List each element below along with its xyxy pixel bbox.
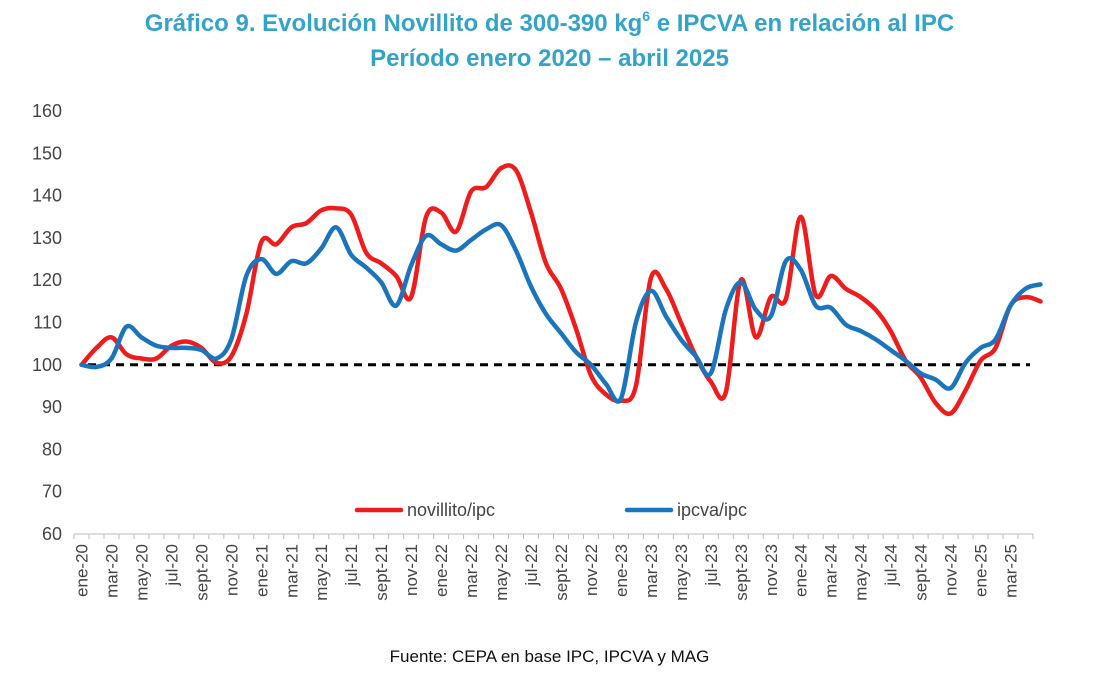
- y-axis: 60 70 80 90 100 110 120 130 140 150 160: [32, 101, 62, 544]
- x-tick-label: ene-23: [612, 544, 631, 597]
- y-tick-label: 120: [32, 270, 62, 290]
- x-tick-label: may-24: [852, 544, 871, 601]
- x-tick-label: sept-22: [552, 544, 571, 601]
- x-axis: ene-20 mar-20 may-20 jul-20 sept-20 nov-20 ene…: [72, 533, 1034, 601]
- x-tick-label: ene-24: [792, 544, 811, 597]
- y-tick-label: 140: [32, 186, 62, 206]
- x-tick-label: ene-20: [72, 544, 91, 597]
- x-tick-label: nov-23: [762, 544, 781, 596]
- series-line-novillito-ipc: [79, 163, 1043, 417]
- x-tick-label: may-22: [492, 544, 511, 601]
- line-chart: 60 70 80 90 100 110 120 130 140 150 160 ene-20 mar-…: [32, 101, 1043, 601]
- x-tick-label: may-20: [132, 544, 151, 601]
- legend-label: novillito/ipc: [407, 500, 495, 520]
- footnote-superscript: 6: [642, 8, 651, 24]
- x-tick-label: nov-24: [942, 544, 961, 596]
- x-tick-label: ene-22: [432, 544, 451, 597]
- x-tick-label: ene-25: [972, 544, 991, 597]
- x-tick-label: nov-21: [402, 544, 421, 596]
- y-tick-label: 100: [32, 355, 62, 375]
- y-tick-label: 60: [42, 524, 62, 544]
- x-tick-label: sept-21: [372, 544, 391, 601]
- x-tick-label: ene-21: [252, 544, 271, 597]
- x-tick-label: sept-23: [732, 544, 751, 601]
- y-tick-label: 90: [42, 397, 62, 417]
- x-tick-label: jul-24: [882, 544, 901, 587]
- x-tick-label: may-23: [672, 544, 691, 601]
- y-tick-label: 70: [42, 482, 62, 502]
- series-line-ipcva-ipc: [79, 221, 1043, 404]
- series-lines: [79, 163, 1043, 417]
- x-tick-label: mar-21: [282, 544, 301, 598]
- x-tick-label: sept-20: [192, 544, 211, 601]
- y-tick-label: 130: [32, 228, 62, 248]
- y-tick-label: 80: [42, 439, 62, 459]
- x-tick-label: nov-22: [582, 544, 601, 596]
- y-tick-label: 110: [33, 313, 62, 333]
- x-tick-label: mar-24: [822, 544, 841, 598]
- legend-label: ipcva/ipc: [677, 500, 747, 520]
- x-tick-label: jul-20: [162, 544, 181, 587]
- y-tick-label: 160: [32, 101, 62, 121]
- x-tick-label: jul-22: [522, 544, 541, 587]
- x-tick-label: may-21: [312, 544, 331, 601]
- chart-title-line1: Gráfico 9. Evolución Novillito de 300-39…: [144, 8, 955, 37]
- x-tick-label: sept-24: [912, 544, 931, 601]
- chart-title-line2: Período enero 2020 – abril 2025: [370, 45, 729, 72]
- x-tick-label: jul-23: [702, 544, 721, 587]
- x-tick-label: jul-21: [342, 544, 361, 587]
- x-tick-label: mar-23: [642, 544, 661, 598]
- x-tick-label: mar-22: [462, 544, 481, 598]
- x-tick-label: mar-20: [102, 544, 121, 598]
- x-tick-label: nov-20: [222, 544, 241, 596]
- source-note: Fuente: CEPA en base IPC, IPCVA y MAG: [389, 647, 710, 666]
- legend: novillito/ipc ipcva/ipc: [354, 500, 747, 520]
- y-tick-label: 150: [32, 143, 62, 163]
- x-tick-label: mar-25: [1002, 544, 1021, 598]
